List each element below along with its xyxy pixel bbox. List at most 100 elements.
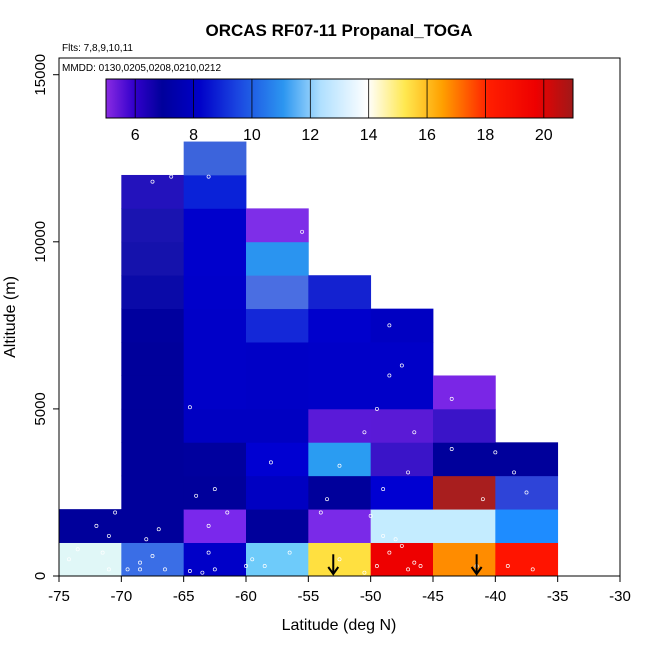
heatmap-cell (121, 509, 185, 543)
flight-arrows (327, 554, 483, 576)
heatmap-cell (433, 542, 496, 577)
sample-point (150, 554, 155, 558)
sample-point (381, 487, 386, 492)
y-axis: 0 5000 10000 15000 (32, 54, 60, 580)
heatmap-cell (246, 275, 309, 310)
sample-point (106, 567, 111, 572)
heatmap-cell (246, 342, 309, 376)
colorbar-tick-label: 8 (189, 127, 198, 144)
sample-point (399, 363, 404, 368)
sample-point (381, 533, 386, 538)
heatmap-cell (183, 174, 247, 209)
colorbar-tick-label: 6 (131, 127, 140, 144)
x-tick-label: -50 (360, 588, 382, 605)
sample-point (156, 527, 161, 532)
x-tick-label: -35 (547, 588, 569, 605)
sample-point (106, 533, 111, 538)
sample-point (368, 513, 373, 518)
colorbar-tick-label: 18 (477, 127, 495, 144)
heatmap-cell (246, 475, 309, 510)
flights-label: Flts: 7,8,9,10,11 (62, 43, 133, 54)
x-tick-label: -45 (422, 588, 444, 605)
arrow-head (327, 566, 340, 576)
heatmap-cell (183, 408, 247, 443)
heatmap-cell (246, 442, 309, 477)
heatmap-cell (370, 408, 434, 443)
sample-point (318, 510, 323, 515)
x-tick-label: -70 (110, 588, 132, 605)
x-tick-label: -55 (297, 588, 319, 605)
sample-point (206, 523, 211, 528)
heatmap-cell (308, 342, 372, 376)
x-tick-label: -65 (173, 588, 195, 605)
sample-point (387, 550, 392, 555)
heatmap-cell (183, 442, 247, 477)
colorbar-tick-label: 12 (301, 127, 319, 144)
heatmap-cell (433, 509, 496, 543)
sample-point (144, 537, 149, 542)
sample-point (374, 564, 379, 568)
heatmap-cell (495, 442, 559, 477)
colorbar-ticks: 6 8 10 12 14 16 18 20 (131, 79, 553, 144)
heatmap-cell (246, 308, 309, 343)
sample-point (300, 229, 305, 234)
x-tick-label: -60 (235, 588, 257, 605)
heatmap-cell (495, 475, 559, 510)
heatmap-cell (433, 475, 496, 510)
heatmap-cells (59, 141, 559, 577)
sample-point (337, 557, 342, 562)
heatmap-cell (183, 241, 247, 276)
heatmap-cell (370, 509, 434, 543)
sample-point (169, 174, 174, 179)
heatmap-cell (246, 542, 309, 577)
sample-point (212, 487, 217, 492)
sample-point (493, 450, 498, 455)
sample-point (244, 564, 248, 568)
colorbar-tick-label: 20 (535, 127, 553, 144)
x-tick-label: -30 (609, 588, 631, 605)
sample-point (100, 550, 105, 555)
heatmap-cell (433, 442, 496, 477)
heatmap-cell (121, 475, 185, 510)
heatmap-cell (121, 208, 185, 243)
heatmap-cell (370, 442, 434, 477)
heatmap-cell (183, 208, 247, 243)
sample-point (206, 550, 211, 555)
arrow-head (470, 566, 483, 576)
heatmap-cell (121, 342, 185, 376)
heatmap-cell (370, 308, 434, 343)
heatmap-cell (370, 475, 434, 510)
colorbar-tick-label: 10 (243, 127, 261, 144)
sample-point (374, 406, 379, 411)
sample-point (412, 560, 417, 565)
heatmap-cell (246, 408, 309, 443)
sample-point (262, 564, 267, 568)
heatmap-cell (308, 542, 372, 577)
sample-point (362, 430, 367, 435)
sample-point (512, 470, 516, 475)
sample-point (287, 550, 292, 555)
sample-point (150, 179, 155, 184)
y-tick-label: 15000 (32, 54, 49, 96)
sample-point (250, 557, 255, 562)
heatmap-cell (246, 208, 309, 243)
sample-points (67, 174, 535, 575)
chart-title: ORCAS RF07-11 Propanal_TOGA (205, 21, 472, 40)
sample-point (406, 470, 411, 475)
sample-point (449, 447, 454, 451)
heatmap-cell (59, 542, 122, 577)
heatmap-cell (495, 542, 559, 577)
sample-point (187, 569, 192, 573)
sample-point (505, 564, 510, 568)
heatmap-cell (183, 375, 247, 410)
sample-point (268, 460, 273, 465)
heatmap-cell (121, 375, 185, 410)
sample-point (67, 557, 71, 562)
heatmap-cell (308, 308, 372, 343)
heatmap-cell (433, 408, 496, 443)
x-axis-label: Latitude (deg N) (282, 617, 397, 634)
colorbar: 6 8 10 12 14 16 18 20 (105, 78, 574, 144)
heatmap-cell (308, 475, 372, 510)
heatmap-cell (495, 509, 559, 543)
sample-point (399, 543, 404, 548)
